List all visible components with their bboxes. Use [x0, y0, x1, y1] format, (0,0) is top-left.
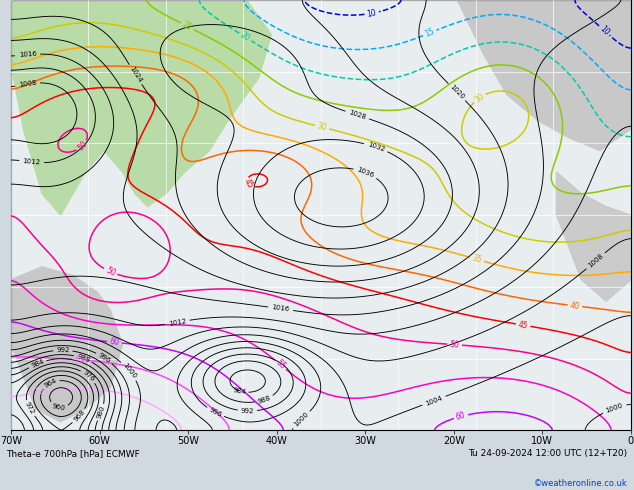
Text: 60: 60	[455, 411, 467, 422]
Text: 968: 968	[72, 409, 86, 423]
Text: 1004: 1004	[425, 395, 443, 407]
Text: 35: 35	[471, 253, 482, 265]
Text: 988: 988	[76, 353, 91, 364]
Text: 1008: 1008	[587, 253, 604, 269]
Text: 988: 988	[257, 394, 271, 405]
Text: ©weatheronline.co.uk: ©weatheronline.co.uk	[534, 479, 628, 488]
Text: 992: 992	[241, 408, 254, 414]
Text: 20: 20	[239, 30, 252, 44]
Text: 30: 30	[316, 122, 328, 133]
Text: 50: 50	[75, 139, 89, 152]
Text: 10: 10	[366, 8, 377, 19]
Text: 1000: 1000	[121, 362, 137, 380]
Text: 1000: 1000	[605, 402, 624, 414]
Text: 1012: 1012	[23, 158, 41, 166]
Text: 45: 45	[242, 177, 256, 190]
Text: 960: 960	[51, 403, 66, 411]
Text: 60: 60	[109, 337, 120, 347]
Text: Tu 24-09-2024 12:00 UTC (12+T20): Tu 24-09-2024 12:00 UTC (12+T20)	[469, 449, 628, 458]
Text: 50: 50	[104, 266, 117, 278]
Text: 1000: 1000	[292, 411, 309, 428]
Text: 1008: 1008	[18, 80, 37, 89]
Text: 1036: 1036	[356, 167, 375, 179]
Text: 1016: 1016	[271, 304, 290, 313]
Polygon shape	[11, 267, 122, 422]
Text: 30: 30	[473, 92, 486, 104]
Text: 70: 70	[34, 386, 46, 397]
Text: 964: 964	[43, 377, 58, 389]
Polygon shape	[557, 172, 631, 301]
Text: Theta-e 700hPa [hPa] ECMWF: Theta-e 700hPa [hPa] ECMWF	[6, 449, 140, 458]
Text: 1020: 1020	[448, 84, 465, 100]
Text: 996: 996	[97, 352, 112, 364]
Text: 45: 45	[517, 320, 529, 330]
Text: 972: 972	[24, 401, 36, 416]
Text: 40: 40	[569, 301, 580, 311]
Text: 984: 984	[30, 358, 45, 369]
Text: 992: 992	[56, 347, 70, 353]
Text: 1032: 1032	[366, 142, 385, 153]
Text: 1016: 1016	[18, 51, 37, 58]
Text: 996: 996	[208, 407, 223, 418]
Text: 1028: 1028	[348, 109, 366, 121]
Polygon shape	[457, 0, 631, 150]
Text: 65: 65	[74, 355, 85, 365]
Text: 25: 25	[181, 20, 193, 32]
Text: 976: 976	[81, 369, 96, 383]
Text: 1024: 1024	[128, 66, 143, 84]
Text: 10: 10	[598, 24, 611, 37]
Text: 1012: 1012	[168, 318, 186, 327]
Polygon shape	[11, 0, 271, 215]
Text: 55: 55	[274, 358, 287, 371]
Text: 984: 984	[232, 387, 246, 395]
Text: 50: 50	[450, 340, 460, 349]
Text: 980: 980	[96, 405, 107, 420]
Text: 15: 15	[424, 27, 436, 39]
